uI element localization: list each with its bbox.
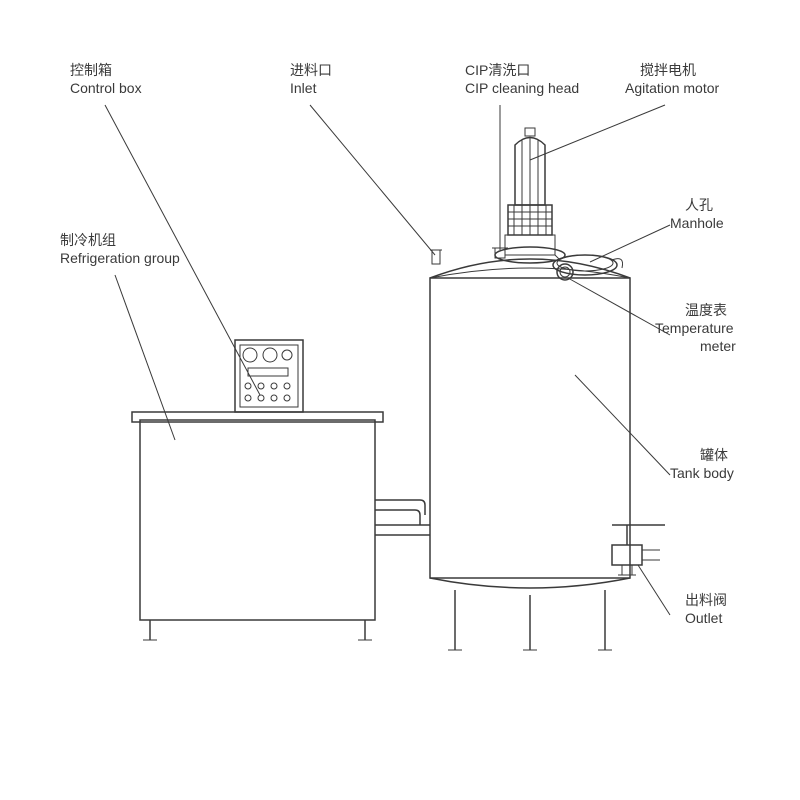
inlet-nozzle bbox=[430, 250, 442, 264]
connection-pipes bbox=[375, 496, 430, 540]
label-tankbody-cn: 罐体 bbox=[700, 447, 728, 463]
labels: 控制箱 Control box 进料口 Inlet CIP清洗口 CIP cle… bbox=[60, 62, 736, 626]
refrigeration-group bbox=[132, 340, 383, 640]
label-temperature-en: Temperature bbox=[655, 320, 734, 336]
label-outlet-cn: 出料阀 bbox=[685, 592, 727, 608]
label-inlet-en: Inlet bbox=[290, 80, 317, 96]
tank-body bbox=[430, 259, 630, 650]
agitation-motor bbox=[495, 128, 565, 263]
label-temperature-cn: 温度表 bbox=[685, 302, 727, 318]
label-manhole-cn: 人孔 bbox=[685, 197, 713, 213]
label-agitation-cn: 搅拌电机 bbox=[640, 62, 696, 78]
label-control-box-en: Control box bbox=[70, 80, 142, 96]
label-refrigeration-en: Refrigeration group bbox=[60, 250, 180, 266]
label-manhole-en: Manhole bbox=[670, 215, 724, 231]
label-control-box-cn: 控制箱 bbox=[70, 62, 112, 78]
label-agitation-en: Agitation motor bbox=[625, 80, 719, 96]
label-cip-en: CIP cleaning head bbox=[465, 80, 579, 96]
outlet-valve bbox=[612, 525, 665, 575]
label-inlet-cn: 进料口 bbox=[290, 62, 332, 78]
label-cip-cn: CIP清洗口 bbox=[465, 62, 530, 78]
label-outlet-en: Outlet bbox=[685, 610, 722, 626]
label-tankbody-en: Tank body bbox=[670, 465, 734, 481]
leader-lines bbox=[105, 105, 670, 615]
label-temperature-en2: meter bbox=[700, 338, 736, 354]
label-refrigeration-cn: 制冷机组 bbox=[60, 232, 116, 248]
